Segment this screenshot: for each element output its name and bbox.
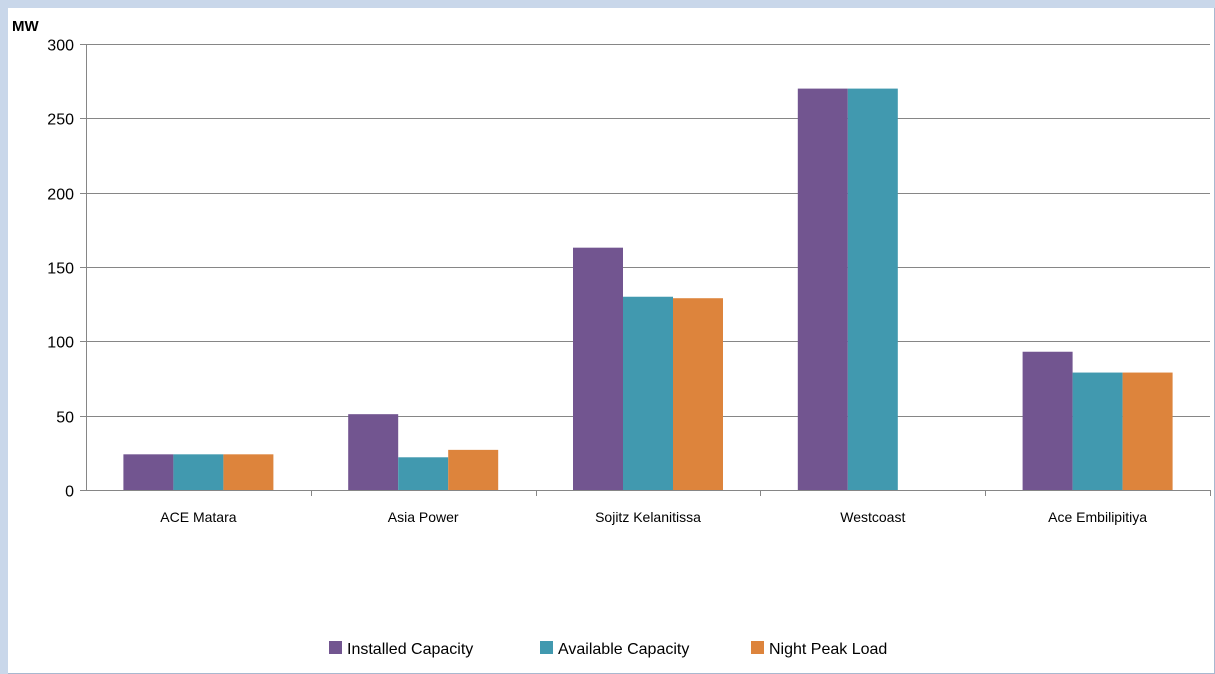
bar-night-peak-load <box>673 298 723 490</box>
legend-swatch <box>751 641 764 654</box>
x-category-label: Ace Embilipitiya <box>1048 509 1147 525</box>
bar-night-peak-load <box>223 454 274 490</box>
legend-label: Available Capacity <box>558 641 689 658</box>
legend-swatch <box>540 641 553 654</box>
x-category-label: Westcoast <box>840 509 905 525</box>
bar-installed-capacity <box>797 88 848 490</box>
y-tick-label: 200 <box>47 187 74 204</box>
x-category-label: ACE Matara <box>160 509 236 525</box>
bar-installed-capacity <box>1022 351 1073 490</box>
bar-installed-capacity <box>123 454 174 490</box>
bar-available-capacity <box>398 457 449 490</box>
y-tick-label: 150 <box>47 261 74 278</box>
bar-available-capacity <box>1072 372 1123 490</box>
axes: 0 50 100 150 200 250 300 ACE Matara Asia Power So… <box>47 38 1211 525</box>
bar-installed-capacity <box>573 247 623 490</box>
bar-installed-capacity <box>348 414 399 490</box>
frame-left-border <box>0 0 8 674</box>
y-tick-label: 100 <box>47 335 74 352</box>
y-tick-label: 250 <box>47 112 74 129</box>
bar-available-capacity <box>623 296 673 490</box>
bar-night-peak-load <box>448 449 499 490</box>
bar-available-capacity <box>847 88 898 490</box>
legend-label: Night Peak Load <box>769 641 887 658</box>
bar-night-peak-load <box>1122 372 1173 490</box>
y-axis-unit-label: MW <box>12 18 39 35</box>
legend: Installed Capacity Available Capacity Nigh… <box>329 641 887 658</box>
frame-top-border <box>0 0 1215 8</box>
y-tick-label: 50 <box>56 410 74 427</box>
bars <box>123 88 1173 490</box>
bar-available-capacity <box>173 454 224 490</box>
x-category-label: Sojitz Kelanitissa <box>595 509 701 525</box>
y-tick-label: 0 <box>65 484 74 501</box>
legend-label: Installed Capacity <box>347 641 473 658</box>
x-category-label: Asia Power <box>388 509 459 525</box>
legend-swatch <box>329 641 342 654</box>
y-tick-label: 300 <box>47 38 74 55</box>
